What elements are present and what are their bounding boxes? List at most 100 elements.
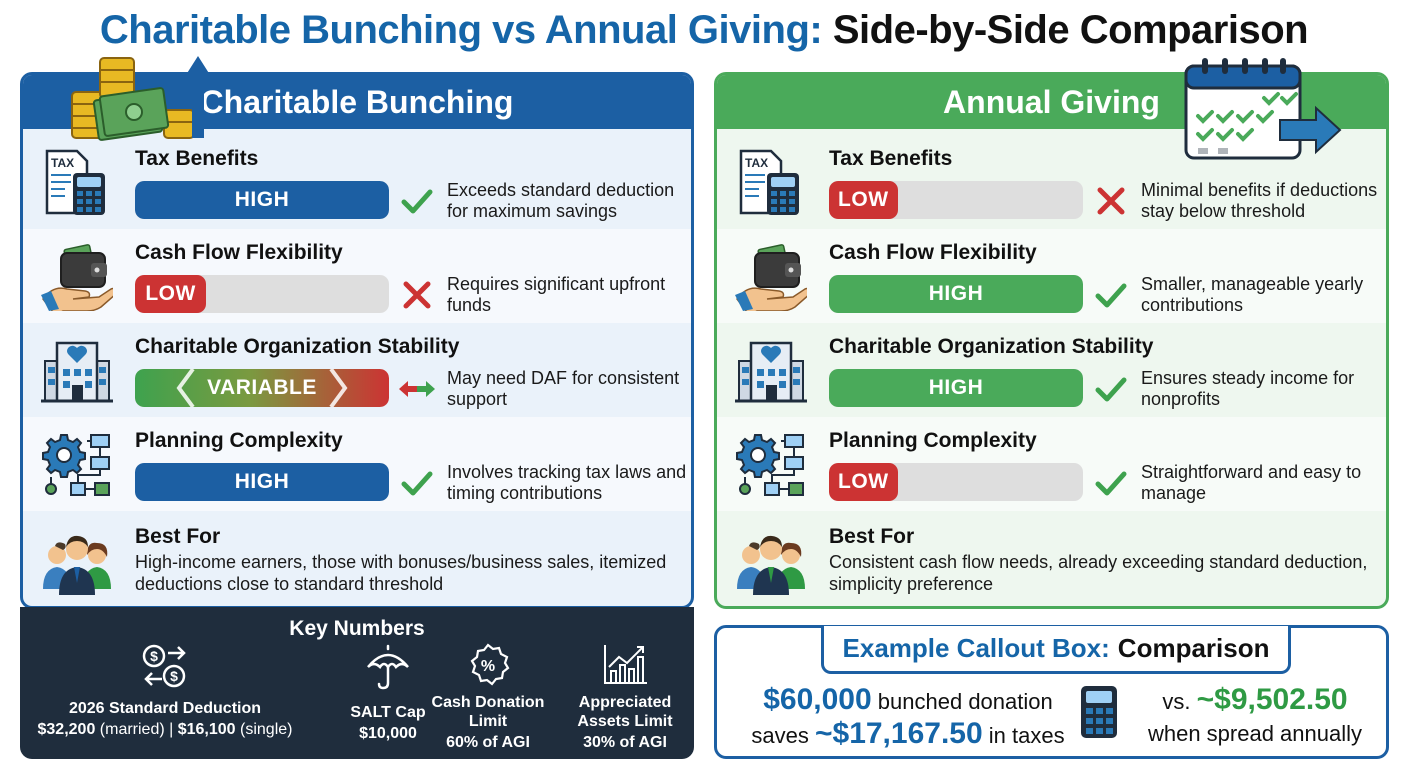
people-icon <box>737 535 805 595</box>
double-arrow-icon <box>399 381 435 397</box>
level-bar: VARIABLE <box>135 369 389 407</box>
row-label: Tax Benefits <box>135 147 259 170</box>
row-description: Requires significant upfront funds <box>447 274 666 315</box>
level-bar: HIGH <box>829 369 1083 407</box>
level-text: LOW <box>838 188 889 211</box>
row-description: Exceeds standard deduction for maximum s… <box>447 180 675 221</box>
cross-icon <box>403 281 431 309</box>
callout-annual-savings: vs. ~$9,502.50 when spread annually <box>1147 683 1363 747</box>
check-icon <box>401 189 433 214</box>
comparison-row: Cash Flow Flexibility HIGH Smaller, mana… <box>717 229 1386 323</box>
best-for-desc: Consistent cash flow needs, already exce… <box>829 552 1368 594</box>
callout-bunched-savings: $60,000 bunched donation saves ~$17,167.… <box>751 683 1065 750</box>
money-exchange-icon: $ $ <box>142 644 186 688</box>
charity-building-icon <box>41 341 113 403</box>
key-number-salt-cap: SALT Cap $10,000 <box>318 643 458 744</box>
callout-title: Example Callout Box: Comparison <box>821 626 1291 674</box>
level-bar: HIGH <box>135 463 389 501</box>
bunching-best-for: Best For High-income earners, those with… <box>23 513 691 606</box>
coins-money-icon <box>71 56 212 141</box>
percent-badge-icon: % <box>470 643 510 686</box>
comparison-row: Planning Complexity HIGH Involves tracki… <box>23 417 691 511</box>
cross-icon <box>1097 187 1125 215</box>
key-number-label: SALT Cap <box>350 704 426 721</box>
key-number-value: $10,000 <box>359 725 417 742</box>
row-label: Tax Benefits <box>829 147 953 170</box>
best-for-desc: High-income earners, those with bonuses/… <box>135 552 667 594</box>
row-label: Planning Complexity <box>829 429 1037 452</box>
key-numbers-section: Key Numbers $ $ 2026 Standard Deduction … <box>20 607 694 759</box>
key-number-value: $32,200 (married) | $16,100 (single) <box>37 721 293 738</box>
comparison-row: Cash Flow Flexibility LOW Requires signi… <box>23 229 691 323</box>
comparison-row: TAX Tax Benefits HIGH Exceeds standard d… <box>23 135 691 229</box>
charity-building-icon <box>735 341 807 403</box>
key-number-standard-deduction: $ $ 2026 Standard Deduction $32,200 (mar… <box>30 643 300 740</box>
svg-text:TAX: TAX <box>51 156 74 170</box>
key-number-value: 60% of AGI <box>446 734 530 751</box>
svg-text:$: $ <box>170 668 178 684</box>
comparison-row: Charitable Organization Stability VARIAB… <box>23 323 691 417</box>
annual-panel: Annual Giving TAX Tax Benefits LOW Minim… <box>714 72 1389 609</box>
level-bar-fill <box>829 181 898 219</box>
level-bar: HIGH <box>829 275 1083 313</box>
row-label: Charitable Organization Stability <box>829 335 1154 358</box>
calculator-icon <box>1081 686 1117 738</box>
gear-flowchart-icon <box>736 434 804 496</box>
level-text: HIGH <box>234 470 290 493</box>
level-bar-fill <box>829 369 1083 407</box>
page-title: Charitable Bunching vs Annual Giving: Si… <box>99 8 1309 52</box>
row-description: Smaller, manageable yearly contributions <box>1141 274 1364 315</box>
tax-calculator-icon: TAX <box>45 149 105 215</box>
wallet-hand-icon <box>41 244 113 311</box>
level-text: VARIABLE <box>207 376 317 399</box>
svg-text:$: $ <box>150 648 158 664</box>
comparison-row: Charitable Organization Stability HIGH E… <box>717 323 1386 417</box>
example-callout-box: Example Callout Box: Comparison $60,000 … <box>714 625 1389 759</box>
row-description: Minimal benefits if deductions stay belo… <box>1141 180 1378 221</box>
chevrons-decoration <box>176 369 348 407</box>
best-for-label: Best For <box>135 525 221 548</box>
gear-flowchart-icon <box>42 434 110 496</box>
check-icon <box>1095 377 1127 402</box>
key-number-label: 2026 Standard Deduction <box>68 700 262 717</box>
annual-best-for: Best For Consistent cash flow needs, alr… <box>717 513 1386 606</box>
level-text: LOW <box>145 282 196 305</box>
level-bar: HIGH <box>135 181 389 219</box>
level-bar: LOW <box>829 181 1083 219</box>
level-bar-fill <box>135 181 389 219</box>
svg-text:TAX: TAX <box>745 156 768 170</box>
key-number-value: 30% of AGI <box>583 734 667 751</box>
key-number-label: Cash Donation Limit <box>431 694 545 730</box>
level-bar-fill <box>135 275 207 313</box>
level-text: HIGH <box>928 282 984 305</box>
level-bar: LOW <box>829 463 1083 501</box>
people-icon <box>43 535 111 595</box>
key-number-cash-donation-limit: % Cash Donation Limit 60% of AGI <box>418 643 558 753</box>
calendar-icon <box>1184 58 1342 160</box>
check-icon <box>1095 283 1127 308</box>
level-bar-fill <box>829 275 1083 313</box>
key-numbers-title: Key Numbers <box>289 617 425 640</box>
level-bar-fill <box>135 463 389 501</box>
check-icon <box>1095 471 1127 496</box>
row-description: May need DAF for consistent support <box>447 368 680 409</box>
row-label: Cash Flow Flexibility <box>829 241 1037 264</box>
row-label: Planning Complexity <box>135 429 343 452</box>
level-bar: LOW <box>135 275 389 313</box>
bunching-panel: Charitable Bunching TAX Tax Benefits HIG… <box>20 72 694 609</box>
check-icon <box>401 471 433 496</box>
svg-text:%: % <box>481 658 495 675</box>
wallet-hand-icon <box>735 244 807 311</box>
row-label: Charitable Organization Stability <box>135 335 460 358</box>
level-text: HIGH <box>234 188 290 211</box>
row-label: Cash Flow Flexibility <box>135 241 343 264</box>
row-description: Ensures steady income for nonprofits <box>1141 368 1355 409</box>
row-description: Involves tracking tax laws and timing co… <box>447 462 687 503</box>
comparison-row: TAX Tax Benefits LOW Minimal benefits if… <box>717 135 1386 229</box>
growth-chart-icon <box>604 645 647 684</box>
level-text: LOW <box>838 470 889 493</box>
level-bar-fill <box>829 463 898 501</box>
umbrella-icon <box>367 644 409 690</box>
comparison-row: Planning Complexity LOW Straightforward … <box>717 417 1386 511</box>
best-for-label: Best For <box>829 525 915 548</box>
